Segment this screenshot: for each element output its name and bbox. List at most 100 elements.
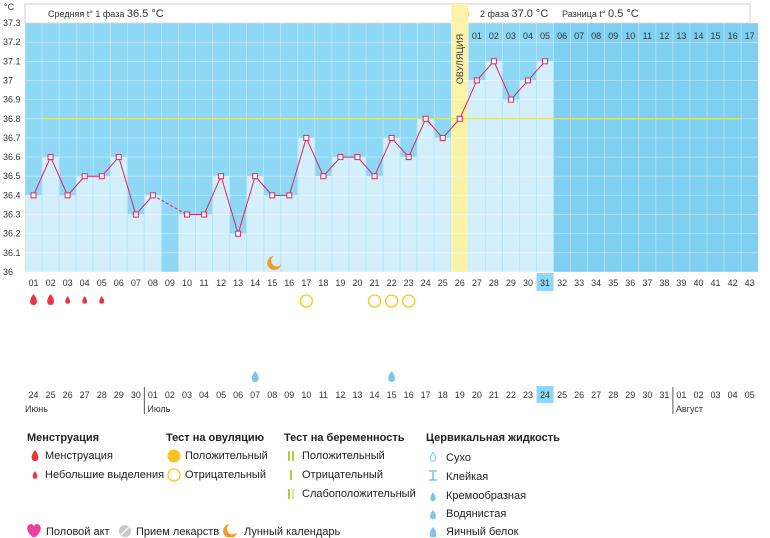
y-tick-label: 37.2	[3, 37, 21, 47]
y-tick-label: 36.6	[3, 152, 21, 162]
cycle-day-label: 14	[250, 278, 260, 288]
legend-menstruation-title: Менструация	[27, 432, 100, 444]
temp-column	[383, 137, 400, 272]
cycle-day-label: 36	[625, 278, 635, 288]
y-tick-label: 37	[3, 75, 13, 85]
temp-segment	[459, 80, 478, 119]
menstruation-drop-icon	[82, 296, 88, 304]
menstruation-drop-icon	[65, 296, 70, 304]
legend-spotting-item: Небольшие выделения	[45, 469, 165, 481]
legend-medication: Прием лекарств	[136, 526, 220, 538]
legend-cervical-creamy: Кремообразная	[446, 490, 527, 502]
y-unit-label: °C	[4, 2, 15, 12]
date-label: 09	[284, 390, 294, 400]
ovulation-test-negative-icon	[367, 294, 382, 308]
temp-column	[485, 61, 502, 272]
cycle-day-label: 30	[523, 278, 533, 288]
temp-segment	[220, 176, 239, 234]
temp-point	[30, 192, 37, 199]
temp-column	[366, 176, 383, 272]
legend-cervical-sticky: Клейкая	[446, 471, 489, 483]
legend-pregnancy-positive-icon-2	[292, 451, 294, 461]
legend-ovulation-positive-icon	[167, 449, 181, 463]
date-label: 25	[46, 390, 56, 400]
cycle-day-label: 02	[46, 278, 56, 288]
temp-column	[298, 137, 315, 272]
cycle-day-label: 37	[642, 278, 652, 288]
y-tick-label: 36.9	[3, 95, 21, 105]
temp-segment	[391, 137, 409, 158]
temp-segment	[493, 61, 512, 100]
phase2-day-label: 04	[523, 31, 533, 41]
cycle-day-label: 23	[404, 278, 414, 288]
cycle-day-label: 01	[29, 278, 39, 288]
temp-point	[320, 173, 327, 180]
phase2-day-label: 02	[489, 31, 499, 41]
cycle-day-label: 33	[574, 278, 584, 288]
temp-point	[252, 173, 259, 180]
legend-pregnancy-weak-icon	[288, 489, 290, 499]
date-label: 29	[625, 390, 635, 400]
menstruation-drop-icon	[99, 296, 105, 304]
temp-column	[537, 61, 554, 272]
cervical-eggwhite-icon	[388, 371, 395, 382]
date-label: 24	[29, 390, 39, 400]
date-label: 28	[97, 390, 107, 400]
temp-segment	[527, 60, 546, 81]
cycle-day-label: 08	[148, 278, 158, 288]
date-label: 16	[404, 390, 414, 400]
date-label: 30	[642, 390, 652, 400]
cycle-day-label: 39	[676, 278, 686, 288]
cycle-day-label: 19	[335, 278, 345, 288]
legend-pregnancy-positive-icon	[288, 451, 290, 461]
today-date-cell	[536, 386, 554, 403]
temp-segment	[374, 137, 393, 177]
moon-icon	[267, 256, 282, 270]
temp-segment	[237, 176, 256, 234]
date-label: 23	[523, 390, 533, 400]
cycle-day-label: 28	[489, 278, 499, 288]
cycle-day-label: 10	[182, 278, 192, 288]
temp-segment	[254, 175, 273, 196]
cycle-day-label: 15	[267, 278, 277, 288]
date-label: 02	[165, 390, 175, 400]
phase2-day-label: 14	[693, 31, 703, 41]
phase2-day-label: 07	[574, 31, 584, 41]
legend-cervical-title: Цервикальная жидкость	[426, 432, 560, 444]
temp-segment	[67, 175, 86, 196]
temp-point	[337, 154, 344, 161]
phase2-day-label: 15	[711, 31, 721, 41]
temp-segment	[510, 80, 529, 100]
legend-intercourse: Половой акт	[46, 526, 110, 538]
temp-segment	[101, 156, 120, 177]
cycle-day-label: 09	[165, 278, 175, 288]
cycle-day-label: 32	[557, 278, 567, 288]
cycle-day-label: 29	[506, 278, 516, 288]
date-label: 29	[114, 390, 124, 400]
cycle-day-label: 38	[659, 278, 669, 288]
temp-point	[422, 115, 429, 122]
month-label: Июль	[147, 404, 170, 414]
date-label: 05	[745, 390, 755, 400]
temp-point	[149, 192, 156, 199]
cycle-day-label: 22	[387, 278, 397, 288]
temp-point	[371, 173, 378, 180]
cycle-day-label: 40	[693, 278, 703, 288]
cycle-day-label: 41	[711, 278, 721, 288]
date-label: 26	[63, 390, 73, 400]
temp-segment	[288, 137, 307, 196]
temp-point	[81, 173, 88, 180]
ovulation-test-negative-icon	[299, 294, 313, 308]
temp-column	[434, 137, 451, 272]
cycle-day-label: 12	[216, 278, 226, 288]
phase2-day-label: 11	[643, 31, 652, 41]
cycle-day-label: 34	[591, 278, 601, 288]
temp-point	[439, 134, 446, 141]
temp-point	[98, 173, 105, 180]
date-label: 26	[574, 390, 584, 400]
phase2-day-label: 05	[540, 31, 550, 41]
date-label: 19	[455, 390, 465, 400]
legend-pregnancy-positive: Положительный	[302, 450, 385, 462]
temp-column	[315, 176, 332, 272]
